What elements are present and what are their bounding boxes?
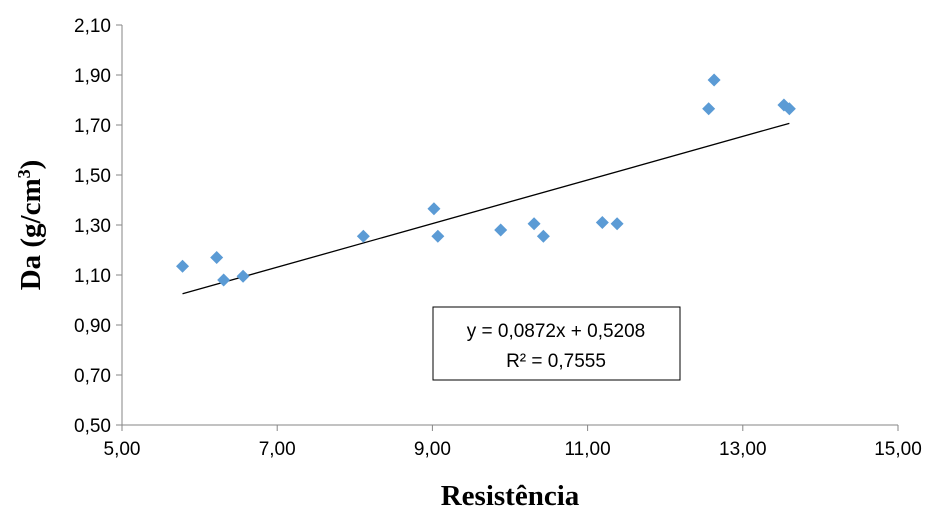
data-point (427, 202, 441, 216)
x-tick-label: 15,00 (874, 439, 922, 460)
equation-box: y = 0,0872x + 0,5208 R² = 0,7555 (432, 306, 681, 381)
x-tick-label: 9,00 (414, 439, 451, 460)
y-tick-label: 1,10 (74, 266, 111, 287)
data-point (431, 229, 445, 243)
x-tick-labels: 5,00 7,00 9,00 11,00 13,00 15,00 (104, 439, 922, 460)
data-point (782, 102, 796, 116)
data-point (707, 73, 721, 87)
axes (116, 24, 899, 431)
x-tick-label: 5,00 (104, 439, 141, 460)
x-tick-label: 13,00 (719, 439, 767, 460)
y-tick-label: 1,90 (74, 66, 111, 87)
data-point (210, 251, 224, 264)
y-axis-title-superscript: 3 (14, 169, 34, 178)
data-point (702, 102, 716, 116)
y-tick-label: 1,30 (74, 216, 111, 237)
data-point (494, 223, 508, 237)
data-points (176, 73, 796, 287)
data-point (356, 229, 370, 243)
data-point (236, 269, 250, 283)
data-point (536, 229, 550, 243)
equation-box-frame (432, 306, 681, 381)
data-point (610, 217, 624, 231)
data-point (217, 273, 231, 287)
data-point (527, 217, 541, 231)
y-axis-title: Da (g/cm3) (14, 160, 47, 291)
y-axis-title-end: ) (15, 160, 47, 170)
y-tick-label: 1,70 (74, 116, 111, 137)
r-squared-text: R² = 0,7555 (506, 351, 606, 372)
y-tick-label: 0,50 (74, 416, 111, 437)
y-axis-title-main: Da (g/cm (15, 178, 47, 290)
y-tick-labels: 0,50 0,70 0,90 1,10 1,30 1,50 1,70 1,90 2,10 (74, 16, 111, 437)
y-tick-label: 2,10 (74, 16, 111, 37)
x-axis-title: Resistência (441, 480, 580, 512)
x-tick-label: 7,00 (259, 439, 296, 460)
y-tick-label: 0,90 (74, 316, 111, 337)
trendline (182, 122, 790, 295)
equation-text: y = 0,0872x + 0,5208 (467, 321, 646, 342)
y-tick-label: 1,50 (74, 166, 111, 187)
data-point (595, 216, 609, 229)
data-point (176, 259, 190, 273)
x-tick-label: 11,00 (565, 439, 611, 460)
y-tick-label: 0,70 (74, 366, 111, 387)
